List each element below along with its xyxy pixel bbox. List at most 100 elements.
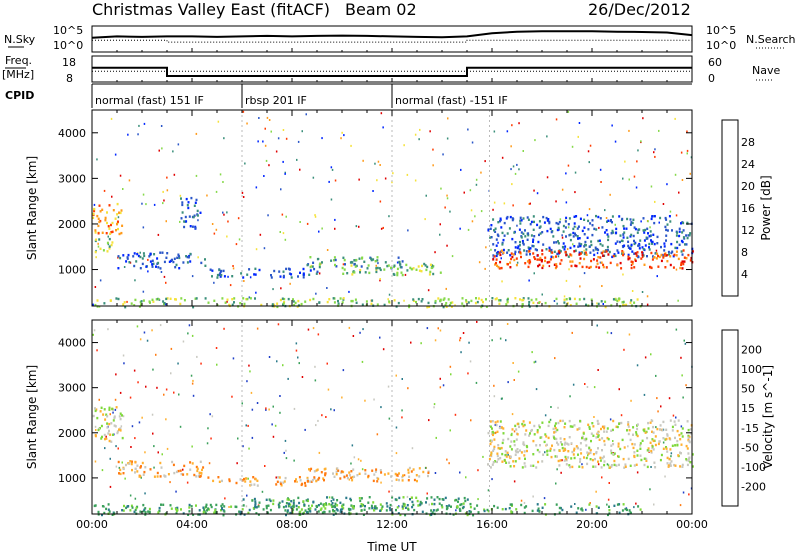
scatter-point — [606, 503, 608, 506]
scatter-point — [114, 153, 117, 156]
scatter-point — [282, 129, 285, 131]
scatter-point — [179, 425, 182, 428]
scatter-point — [574, 503, 576, 505]
scatter-point — [563, 447, 566, 450]
scatter-point — [379, 278, 381, 280]
scatter-point — [284, 439, 287, 442]
scatter-point — [414, 179, 417, 182]
scatter-point — [628, 178, 630, 181]
scatter-point — [477, 498, 479, 501]
scatter-point — [680, 151, 683, 154]
scatter-point — [655, 426, 657, 429]
scatter-point — [636, 471, 639, 474]
velocity-panel: 1000 2000 3000 4000 00:00 04:00 08:00 12:00 16:0… — [25, 319, 775, 554]
scatter-point — [248, 364, 250, 367]
scatter-point — [554, 357, 556, 360]
colorbar-tick-label: -100 — [741, 461, 766, 474]
scatter-point — [142, 226, 145, 229]
scatter-point — [434, 339, 437, 342]
scatter-point — [377, 262, 379, 265]
scatter-point — [518, 168, 520, 171]
scatter-point — [246, 122, 248, 125]
noise-right-tick-bottom: 10^0 — [706, 39, 736, 52]
scatter-point — [144, 451, 146, 454]
scatter-point — [328, 180, 330, 183]
scatter-point — [596, 302, 598, 305]
scatter-point — [557, 406, 559, 409]
scatter-point — [281, 213, 284, 216]
scatter-point — [382, 226, 384, 229]
scatter-point — [437, 327, 439, 330]
scatter-point — [276, 360, 278, 363]
scatter-point — [614, 140, 617, 143]
scatter-point — [403, 144, 405, 147]
scatter-point — [152, 368, 154, 371]
scatter-point — [295, 349, 298, 352]
scatter-point — [330, 500, 333, 502]
scatter-point — [223, 327, 225, 330]
scatter-point — [126, 300, 128, 303]
scatter-point — [241, 191, 244, 194]
power-ylabel: Slant Range [km] — [25, 156, 39, 260]
scatter-point — [134, 279, 136, 282]
scatter-point — [375, 264, 377, 267]
scatter-point — [655, 374, 657, 377]
scatter-point — [588, 208, 591, 211]
beam-title: Beam 02 — [345, 0, 417, 19]
echo-region — [308, 466, 430, 483]
scatter-point — [92, 333, 94, 336]
scatter-point — [642, 117, 644, 120]
scatter-point — [361, 360, 364, 363]
scatter-point — [321, 137, 323, 140]
scatter-point — [609, 418, 612, 421]
scatter-point — [658, 221, 660, 224]
scatter-point — [410, 341, 412, 344]
scatter-point — [507, 381, 509, 384]
scatter-point — [596, 324, 598, 327]
scatter-point — [130, 446, 132, 448]
scatter-point — [666, 183, 668, 186]
scatter-point — [682, 491, 685, 494]
scatter-point — [662, 203, 665, 205]
scatter-point — [579, 285, 581, 288]
scatter-point — [593, 416, 595, 418]
scatter-point — [297, 140, 300, 143]
scatter-point — [567, 110, 570, 113]
scatter-point — [296, 480, 298, 483]
scatter-point — [424, 466, 427, 469]
velocity-colorbar-label: Velocity [m s^-1] — [761, 365, 775, 469]
scatter-point — [268, 164, 270, 167]
scatter-point — [279, 231, 281, 233]
scatter-point — [593, 386, 596, 389]
scatter-point — [177, 362, 179, 365]
scatter-point — [565, 201, 568, 204]
scatter-point — [263, 175, 265, 177]
echo-region — [92, 406, 124, 443]
scatter-point — [341, 131, 343, 134]
echo-region — [207, 476, 318, 487]
scatter-point — [567, 226, 570, 229]
scatter-point — [277, 323, 280, 326]
scatter-point — [358, 178, 360, 181]
scatter-point — [308, 504, 310, 507]
scatter-point — [597, 369, 599, 371]
scatter-point — [284, 172, 286, 175]
scatter-point — [505, 339, 507, 342]
scatter-point — [442, 153, 444, 156]
scatter-point — [301, 130, 303, 133]
scatter-point — [446, 244, 448, 247]
scatter-point — [553, 300, 556, 302]
scatter-point — [546, 176, 549, 179]
scatter-point — [175, 490, 177, 493]
scatter-point — [124, 477, 126, 480]
scatter-point — [649, 226, 651, 229]
scatter-point — [209, 413, 211, 416]
scatter-point — [163, 275, 166, 278]
scatter-point — [274, 424, 277, 427]
scatter-point — [372, 190, 374, 192]
scatter-point — [482, 455, 484, 458]
scatter-point — [561, 236, 564, 239]
scatter-point — [627, 445, 629, 448]
scatter-point — [658, 129, 660, 132]
scatter-point — [364, 399, 366, 402]
